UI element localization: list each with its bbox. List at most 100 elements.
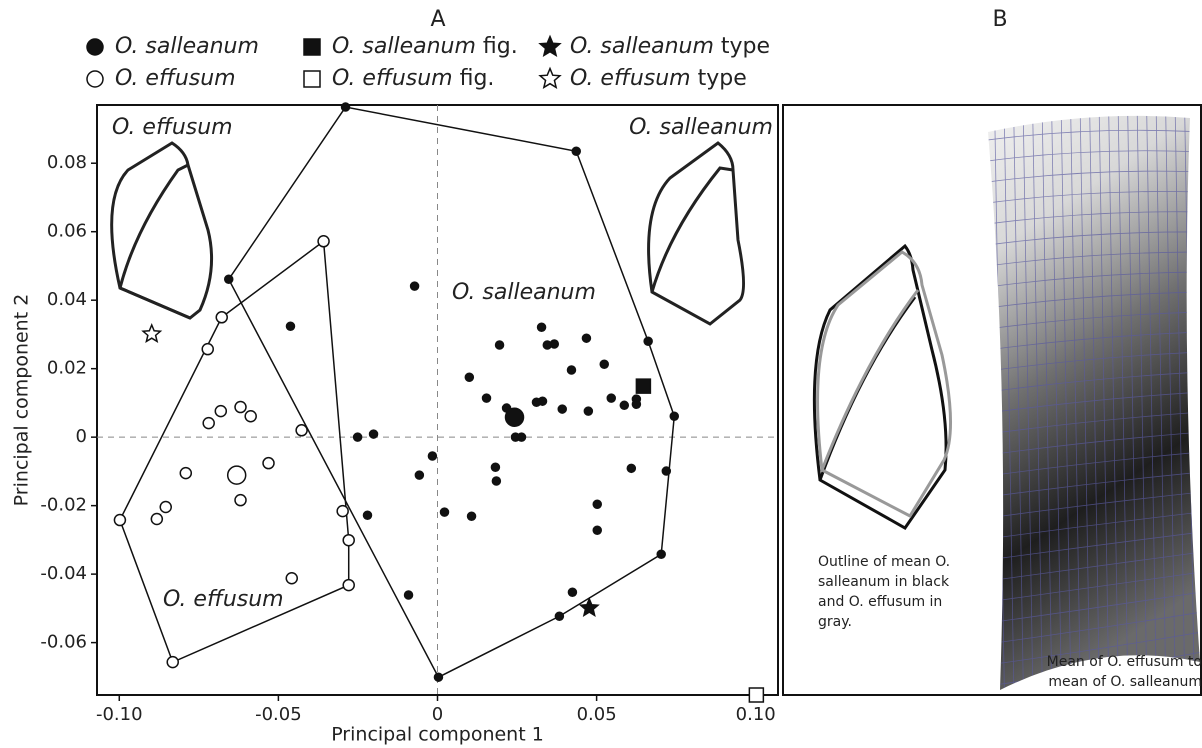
caption: Mean of O. effusum to mean of O. sallean…	[1046, 654, 1202, 690]
annotation: O. effusum	[163, 587, 284, 612]
mean-outlines	[812, 243, 953, 530]
y-tick-label: 0.06	[47, 221, 87, 242]
grid-warp	[1155, 115, 1167, 690]
point	[571, 146, 581, 156]
grid-warp	[988, 611, 1200, 646]
y-tick-label: -0.04	[40, 563, 87, 584]
legend-label: O. effusum type	[570, 66, 747, 91]
panel-title: B	[992, 7, 1007, 32]
point	[643, 336, 653, 347]
point	[536, 322, 547, 332]
point	[581, 333, 592, 343]
panel-frame	[782, 104, 1202, 696]
point	[537, 396, 548, 406]
point	[491, 476, 502, 486]
point	[626, 463, 637, 474]
grid-warp	[1165, 115, 1176, 690]
point	[439, 507, 450, 517]
grid-warp	[988, 231, 1200, 247]
grid-warp	[1127, 115, 1138, 690]
grid-warp	[988, 391, 1200, 415]
point	[262, 456, 275, 470]
point	[179, 466, 193, 480]
point	[583, 406, 594, 416]
grid-warp	[988, 471, 1200, 499]
point	[599, 359, 609, 369]
point	[592, 499, 602, 510]
y-tick-label: 0.02	[47, 358, 87, 379]
x-tick-label: -0.05	[255, 704, 302, 725]
y-tick-label: 0.08	[47, 152, 87, 173]
legend-label: O. salleanum fig.	[332, 34, 518, 59]
grid-warp	[988, 431, 1200, 457]
point	[150, 512, 164, 526]
point	[490, 462, 501, 473]
grid-warp	[988, 411, 1200, 436]
point	[166, 655, 179, 669]
point	[285, 321, 296, 331]
grid-warp	[1146, 115, 1157, 690]
point	[285, 571, 299, 585]
point	[202, 416, 215, 430]
point	[504, 407, 525, 428]
point	[661, 466, 672, 476]
point	[549, 339, 560, 349]
point	[215, 311, 228, 324]
point	[748, 687, 765, 703]
point	[214, 404, 228, 418]
grid-warp	[980, 692, 1202, 729]
grid-warp	[1022, 115, 1034, 690]
point	[368, 429, 379, 439]
y-tick-label: 0.04	[47, 289, 87, 310]
grid-warp	[988, 291, 1200, 310]
x-tick-label: 0	[432, 704, 443, 725]
point	[481, 393, 492, 403]
point	[516, 432, 527, 442]
legend-label: O. effusum fig.	[332, 66, 494, 91]
point	[317, 235, 330, 248]
leaf-outline	[110, 141, 745, 326]
point	[342, 578, 355, 592]
point	[631, 399, 642, 410]
y-tick-label: 0	[76, 426, 87, 447]
grid-warp	[988, 511, 1200, 541]
point	[554, 611, 565, 621]
grid-warp	[988, 170, 1200, 184]
caption: Outline of mean O. salleanum in black an…	[818, 554, 951, 630]
point	[234, 493, 247, 507]
point	[619, 400, 630, 411]
grid-warp	[1051, 115, 1062, 690]
panel-title: A	[430, 7, 445, 32]
point	[464, 372, 475, 382]
grid-warp	[1108, 115, 1119, 690]
grid-warp	[988, 371, 1200, 394]
legend-marker	[538, 66, 562, 89]
grid-warp	[1060, 115, 1072, 690]
grid-warp	[1032, 115, 1043, 690]
point	[409, 281, 420, 291]
point	[557, 404, 567, 414]
grid-warp	[988, 271, 1200, 289]
point	[466, 511, 477, 522]
annotation: O. salleanum	[452, 280, 596, 305]
point	[606, 393, 617, 403]
legend-marker	[86, 70, 104, 88]
grid-warp	[988, 551, 1200, 583]
grid-warp	[1117, 115, 1129, 690]
annotation: O. salleanum	[629, 115, 773, 140]
grid-warp	[1089, 115, 1100, 690]
legend-label: O. salleanum	[115, 34, 259, 59]
x-axis-label: Principal component 1	[331, 724, 544, 746]
x-tick-label: -0.10	[96, 704, 143, 725]
legend-marker	[303, 38, 321, 56]
grid-warp	[988, 331, 1200, 352]
point	[494, 340, 505, 350]
grid-warp	[988, 129, 1200, 142]
grid-warp	[988, 211, 1200, 226]
point	[295, 424, 308, 437]
grid-warp	[988, 191, 1200, 205]
deformation-grid	[980, 115, 1202, 729]
y-tick-label: -0.06	[40, 632, 87, 653]
